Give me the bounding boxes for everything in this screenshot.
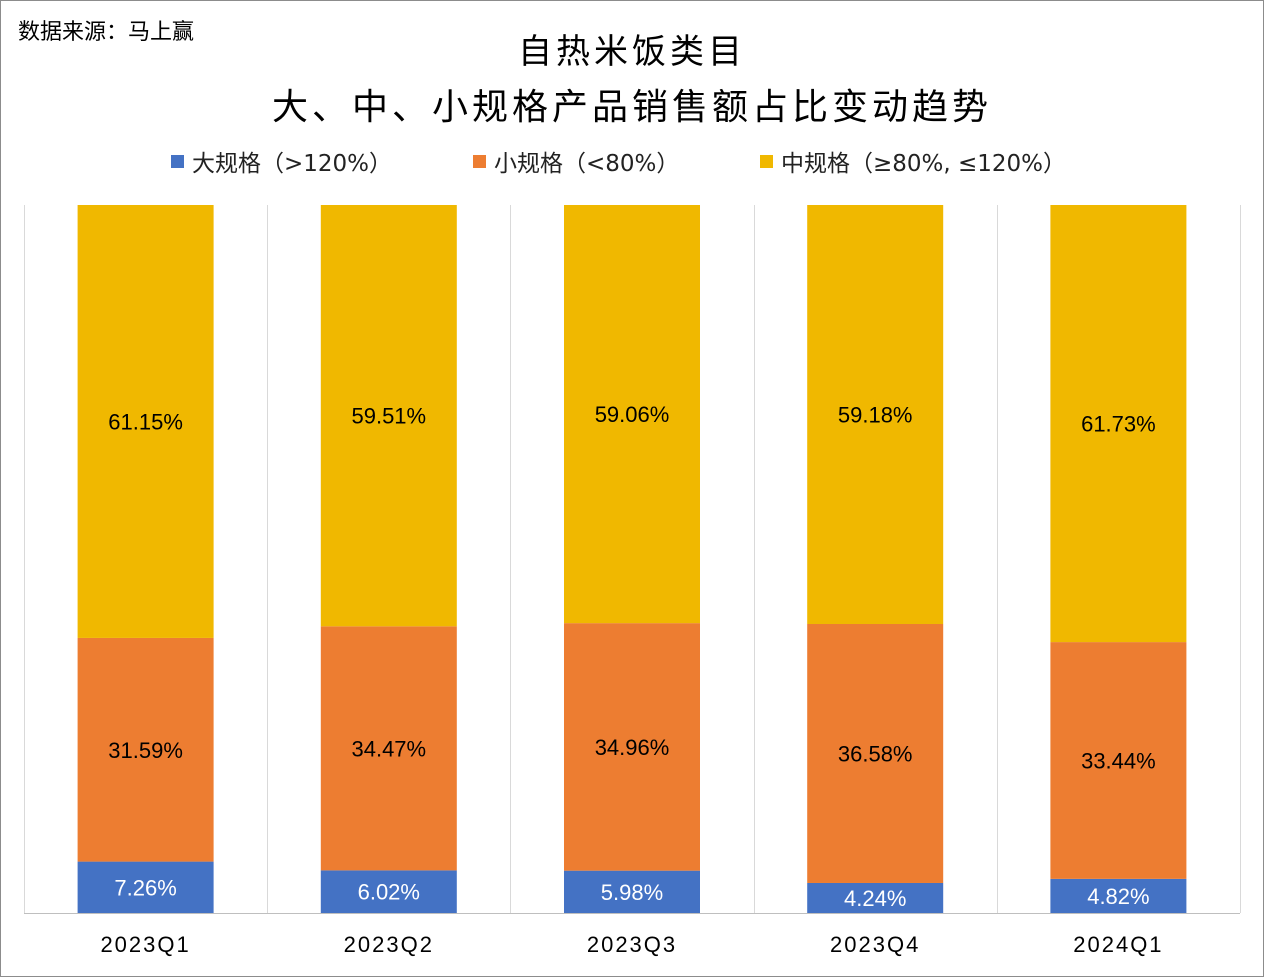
data-label-large-2024Q1: 4.82%: [1087, 884, 1149, 909]
x-tick-label-2023Q4: 2023Q4: [830, 932, 920, 957]
chart-title: 自热米饭类目: [518, 32, 746, 72]
bar-segment-large-2023Q3: [564, 870, 700, 913]
data-label-large-2023Q3: 5.98%: [601, 880, 663, 905]
legend-swatch-large: [171, 154, 184, 168]
data-label-medium-2023Q4: 59.18%: [838, 402, 913, 427]
bar-segment-large-2023Q2: [320, 870, 457, 913]
chart-subtitle: 大、中、小规格产品销售额占比变动趋势: [271, 87, 992, 128]
bar-segment-large-2023Q4: [807, 882, 944, 913]
legend: 大规格（>120%） 小规格（<80%） 中规格（≥80%, ≤120%）: [0, 144, 1264, 178]
bar-segment-large-2024Q1: [1050, 878, 1187, 913]
legend-item-medium: 中规格（≥80%, ≤120%）: [760, 144, 1066, 178]
data-label-medium-2023Q2: 59.51%: [351, 404, 426, 429]
data-label-small-2023Q4: 36.58%: [838, 741, 913, 766]
legend-item-small: 小规格（<80%）: [473, 144, 679, 178]
bar-segment-small-2023Q1: [77, 637, 214, 862]
legend-swatch-small: [473, 154, 486, 168]
bar-segment-medium-2023Q3: [564, 205, 700, 624]
x-tick-label-2023Q2: 2023Q2: [344, 932, 434, 957]
bar-segment-small-2023Q3: [564, 623, 700, 871]
legend-swatch-medium: [760, 154, 773, 168]
data-label-large-2023Q1: 7.26%: [114, 875, 176, 900]
bar-segment-medium-2024Q1: [1050, 205, 1187, 643]
x-tick-label-2023Q1: 2023Q1: [100, 932, 190, 957]
bar-segment-medium-2023Q1: [77, 205, 214, 638]
data-label-medium-2024Q1: 61.73%: [1081, 412, 1156, 437]
legend-label-large: 大规格（>120%）: [192, 151, 393, 177]
bar-segment-medium-2023Q4: [807, 205, 944, 624]
bar-segment-small-2024Q1: [1050, 642, 1187, 879]
bar-segment-small-2023Q4: [807, 623, 944, 883]
x-tick-label-2024Q1: 2024Q1: [1073, 932, 1163, 957]
data-label-large-2023Q2: 6.02%: [358, 880, 420, 905]
data-label-medium-2023Q1: 61.15%: [108, 409, 183, 434]
data-label-large-2023Q4: 4.24%: [844, 886, 906, 911]
data-label-small-2023Q1: 31.59%: [108, 738, 183, 763]
data-label-small-2023Q2: 34.47%: [351, 736, 426, 761]
bar-segment-medium-2023Q2: [320, 205, 457, 627]
x-tick-label-2023Q3: 2023Q3: [587, 932, 677, 957]
data-label-medium-2023Q3: 59.06%: [595, 402, 670, 427]
data-source-note: 数据来源：马上赢: [18, 20, 195, 45]
data-label-small-2024Q1: 33.44%: [1081, 748, 1156, 773]
bar-segment-large-2023Q1: [77, 861, 214, 913]
bar-segment-small-2023Q2: [320, 626, 457, 871]
legend-item-large: 大规格（>120%）: [171, 144, 392, 178]
data-label-small-2023Q3: 34.96%: [595, 735, 670, 760]
legend-label-medium: 中规格（≥80%, ≤120%）: [781, 151, 1067, 177]
legend-label-small: 小规格（<80%）: [494, 151, 680, 177]
